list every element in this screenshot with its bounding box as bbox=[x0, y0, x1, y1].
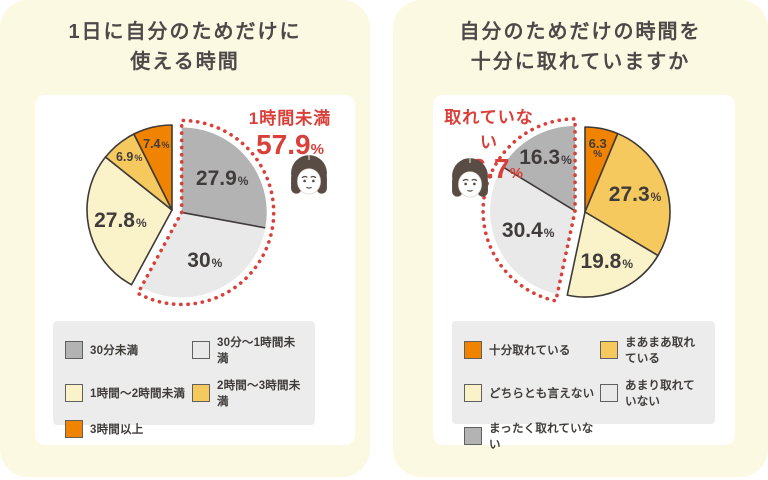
chart-title-right: 自分のためだけの時間を 十分に取れていますか bbox=[393, 17, 768, 77]
pie-slice bbox=[133, 124, 173, 211]
legend-right: 十分取れている まあまあ取れているどちらとも言えない あまり取れていないまったく取れ… bbox=[452, 321, 715, 451]
legend-item: 30分〜1時間未満 bbox=[192, 334, 303, 366]
chart-title-line: 1日に自分のためだけに bbox=[68, 21, 302, 43]
chart-card-right: 自分のためだけの時間を 十分に取れていますか 6.3% 27.3% 19.8% 30.… bbox=[393, 0, 768, 477]
woman-face-icon bbox=[452, 158, 488, 198]
legend-swatch bbox=[192, 341, 210, 359]
legend-label: 2時間〜3時間未満 bbox=[217, 380, 301, 408]
highlight-dotted-outline bbox=[136, 118, 276, 307]
legend-item: あまり取れていない bbox=[600, 377, 703, 409]
legend-swatch bbox=[65, 341, 83, 359]
legend-label: 十分取れている bbox=[489, 345, 571, 357]
woman-face-icon bbox=[291, 155, 327, 195]
legend-label: どちらとも言えない bbox=[489, 388, 595, 400]
legend-swatch bbox=[600, 341, 618, 359]
legend-item: 1時間〜2時間未満 bbox=[65, 377, 192, 409]
chart-card-left: 1日に自分のためだけに 使える時間 27.9% 30% 27.8% 6.9% 7.4% … bbox=[0, 0, 370, 477]
legend-label: 1時間〜2時間未満 bbox=[90, 388, 186, 400]
legend-swatch bbox=[600, 384, 618, 402]
legend-item: どちらとも言えない bbox=[464, 377, 600, 409]
pie-chart-right bbox=[481, 117, 671, 303]
legend-label: あまり取れていない bbox=[625, 380, 695, 408]
legend-item: 3時間以上 bbox=[65, 420, 192, 438]
slice-divider bbox=[502, 166, 576, 212]
pie-slice bbox=[584, 132, 671, 257]
pie-slice bbox=[566, 211, 659, 298]
legend-item: 30分未満 bbox=[65, 334, 192, 366]
legend-label: まあまあ取れている bbox=[625, 337, 696, 365]
legend-item: まあまあ取れている bbox=[600, 334, 703, 366]
legend-left: 30分未満 30分〜1時間未満 1時間〜2時間未満 2時間〜3時間未満 3時間以上 bbox=[53, 321, 315, 438]
legend-swatch bbox=[464, 341, 482, 359]
chart-title-left: 1日に自分のためだけに 使える時間 bbox=[0, 17, 370, 77]
slice-divider bbox=[181, 211, 266, 229]
highlight-label: 1時間未満 bbox=[248, 109, 332, 128]
legend-item: 2時間〜3時間未満 bbox=[192, 377, 303, 409]
highlight-value: 57.9% bbox=[256, 129, 324, 160]
highlight-callout-left: 1時間未満 57.9% bbox=[238, 104, 342, 159]
legend-swatch bbox=[464, 427, 482, 445]
chart-title-line: 自分のためだけの時間を bbox=[459, 21, 702, 43]
pie-slice bbox=[141, 212, 266, 298]
legend-swatch bbox=[65, 420, 83, 438]
pie-chart-left bbox=[86, 118, 276, 307]
chart-title-line: 十分に取れていますか bbox=[470, 51, 691, 73]
legend-item: まったく取れていない bbox=[464, 420, 600, 452]
pie-slice bbox=[181, 127, 267, 228]
legend-label: まったく取れていない bbox=[489, 423, 594, 451]
chart-title-line: 使える時間 bbox=[130, 51, 240, 73]
legend-label: 30分〜1時間未満 bbox=[217, 337, 296, 365]
legend-swatch bbox=[65, 384, 83, 402]
pie-slice bbox=[502, 125, 576, 211]
legend-item: 十分取れている bbox=[464, 334, 600, 366]
pie-slice bbox=[86, 156, 173, 286]
legend-swatch bbox=[464, 384, 482, 402]
legend-label: 30分未満 bbox=[90, 345, 139, 357]
legend-label: 3時間以上 bbox=[90, 424, 144, 436]
highlight-label: 取れていない bbox=[444, 108, 534, 152]
legend-swatch bbox=[192, 384, 210, 402]
